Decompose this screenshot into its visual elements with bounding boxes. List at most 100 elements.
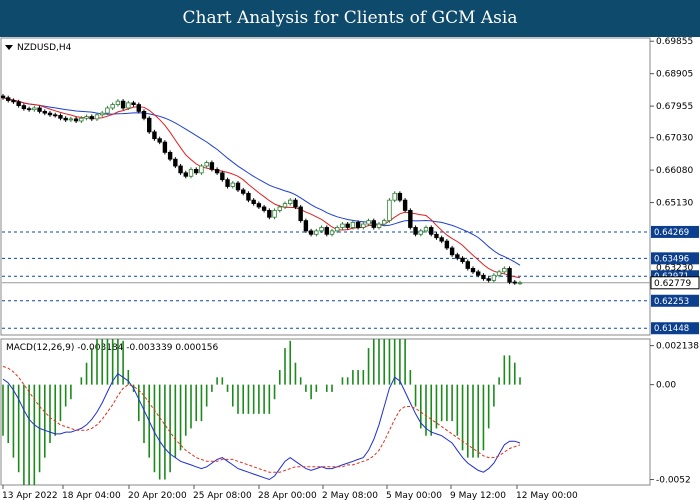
candle-body: [335, 227, 340, 232]
candle-body: [256, 203, 262, 208]
candle-body: [272, 209, 277, 218]
symbol-label: NZDUSD,H4: [17, 43, 72, 53]
candle-body: [225, 179, 230, 187]
candle-body: [413, 227, 418, 235]
fast-moving-average-line: [2, 97, 521, 279]
candle-body: [47, 112, 53, 116]
x-tick-label: 5 May 00:00: [386, 491, 442, 500]
candle-body: [152, 131, 157, 140]
candle-body: [37, 107, 42, 112]
candle-body: [141, 110, 147, 119]
candle-body: [147, 117, 152, 133]
candle-body: [173, 158, 178, 167]
x-tick-label: 9 May 12:00: [450, 491, 506, 500]
candle-body: [371, 220, 376, 228]
main-panel-frame: [0, 37, 651, 336]
candle-body: [449, 247, 455, 256]
dropdown-triangle-icon[interactable]: [5, 45, 13, 50]
candle-body: [298, 206, 303, 222]
candle-body: [392, 192, 397, 201]
candle-body: [402, 199, 408, 211]
candle-body: [63, 117, 68, 121]
candle-body: [120, 100, 126, 109]
current-price-label: 0.62779: [654, 279, 691, 289]
candle-body: [308, 230, 314, 235]
x-tick-label: 28 Apr 00:00: [258, 491, 317, 500]
candle-body: [491, 274, 497, 281]
candle-body: [314, 230, 319, 235]
candle-body: [32, 107, 37, 111]
main-plot-group: [1, 93, 523, 285]
candle-body: [246, 192, 251, 201]
candle-body: [319, 227, 324, 232]
candle-body: [58, 115, 63, 119]
candle-body: [26, 108, 32, 111]
y-tick-label: 0.65130: [656, 199, 693, 209]
candle-body: [100, 112, 105, 116]
candle-body: [84, 116, 89, 119]
candle-body: [423, 227, 429, 232]
candle-body: [345, 223, 350, 228]
candle-body: [517, 282, 523, 285]
slow-moving-average-line: [2, 97, 521, 266]
chart-layer: 0.69855 0.68905 0.67955 0.67030 0.66080 0.651…: [1, 37, 700, 500]
candle-body: [6, 97, 11, 101]
candle-body: [324, 227, 329, 235]
candle-body: [282, 203, 288, 208]
x-tick-label: 18 Apr 04:00: [62, 491, 121, 500]
candle-body: [94, 114, 100, 120]
candle-body: [507, 268, 512, 283]
price-tag-label: 0.62253: [654, 297, 689, 307]
candle-body: [376, 223, 382, 228]
candle-body: [53, 114, 58, 117]
candle-body: [131, 102, 136, 105]
candle-body: [261, 206, 267, 211]
x-tick-label: 20 Apr 20:00: [128, 491, 187, 500]
macd-y-tick-label: 0.00: [656, 381, 676, 391]
candle-body: [110, 104, 115, 109]
x-tick-label: 13 Apr 2022: [2, 491, 58, 500]
y-tick-label: 0.67030: [656, 134, 693, 144]
candle-body: [486, 278, 491, 281]
candle-body: [366, 220, 371, 225]
chart-title: Chart Analysis for Clients of GCM Asia: [0, 0, 700, 37]
price-tag-label: 0.63496: [654, 254, 689, 264]
candle-body: [481, 274, 486, 280]
y-tick-label: 0.68905: [656, 70, 693, 80]
candle-body: [251, 199, 256, 204]
candle-body: [11, 100, 16, 103]
candle-body: [277, 206, 282, 211]
candle-body: [397, 192, 403, 201]
candle-body: [465, 261, 470, 269]
candle-body: [418, 230, 423, 235]
candle-body: [455, 254, 460, 259]
price-tag-label: 0.61448: [654, 324, 689, 334]
candle-body: [199, 165, 204, 174]
candle-body: [350, 221, 356, 228]
candle-body: [73, 118, 79, 122]
candle-body: [512, 281, 517, 284]
candle-body: [361, 223, 366, 228]
y-tick-label: 0.67955: [656, 102, 693, 112]
candle-body: [434, 233, 439, 239]
candle-body: [204, 162, 209, 167]
candle-body: [188, 169, 194, 177]
candle-body: [382, 220, 387, 225]
candle-body: [16, 101, 21, 106]
hidden-level-label: 0.63230: [656, 263, 693, 273]
candle-body: [355, 221, 361, 228]
x-tick-label: 12 May 00:00: [516, 491, 578, 500]
current-price-tag: [650, 276, 700, 290]
y-tick-label: 0.66080: [656, 166, 693, 176]
candle-body: [162, 141, 168, 153]
candle-body: [194, 169, 199, 174]
candle-body: [444, 240, 450, 249]
candle-body: [42, 110, 47, 114]
candle-body: [235, 182, 241, 191]
macd-line: [2, 373, 521, 481]
price-tag: [651, 322, 699, 335]
candle-body: [496, 271, 502, 276]
price-tag: [651, 294, 699, 307]
candle-body: [230, 182, 235, 187]
candle-body: [89, 116, 94, 120]
